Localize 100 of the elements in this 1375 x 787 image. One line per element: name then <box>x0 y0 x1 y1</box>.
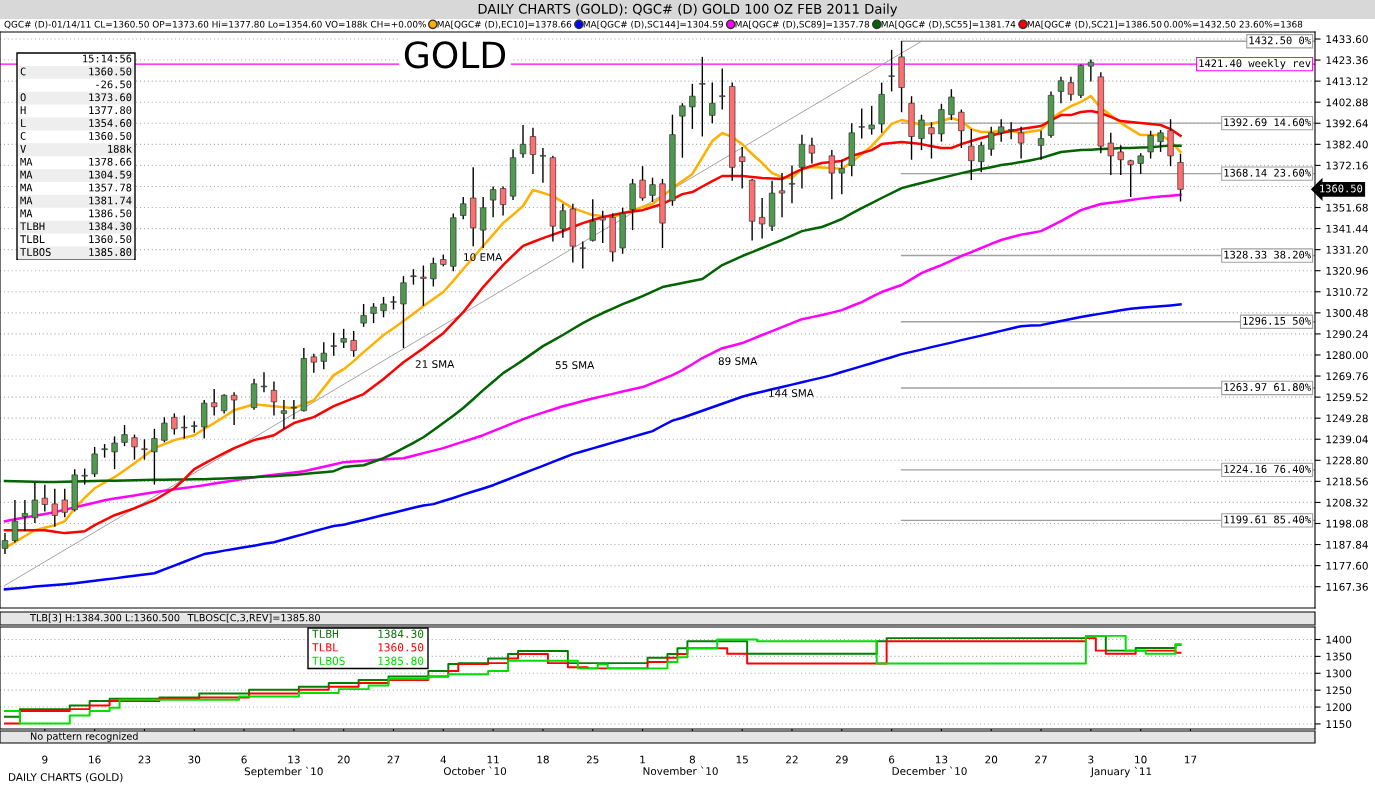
text: January `11 <box>1090 766 1152 778</box>
x-tick-label: 23 <box>138 755 151 764</box>
annotation: 89 SMA <box>718 357 758 366</box>
y-tick-label: 1259.52 <box>1326 393 1368 402</box>
x-tick-label: 27 <box>1035 755 1047 764</box>
x-tick-label: 27 <box>387 755 400 764</box>
y-tick-label: 1198.08 <box>1326 519 1368 528</box>
x-tick-label: 30 <box>188 755 201 764</box>
ref-line-label: 1224.16 76.40% <box>1224 465 1311 473</box>
y-tick-label: 1228.80 <box>1326 456 1368 465</box>
x-tick-label: 1 <box>640 755 645 764</box>
ref-line-label: 1296.15 50% <box>1243 316 1311 325</box>
x-tick-label: 13 <box>288 755 300 764</box>
x-tick-label: 10 <box>1135 755 1147 764</box>
text: TLBOS 1385.80 <box>20 248 132 256</box>
annotation: GOLD <box>404 41 506 69</box>
x-tick-label: 6 <box>889 755 895 764</box>
text: No pattern recognized <box>30 732 138 742</box>
ref-line-label: 1199.61 85.40% <box>1224 515 1311 524</box>
text: C 1360.50 <box>20 132 132 140</box>
annotation: 1385.80 <box>378 656 424 665</box>
chart-title: TLB[3] H:1384.300 L:1360.500 <box>29 613 180 623</box>
x-tick-label: 25 <box>586 755 599 764</box>
annotation: 21 SMA <box>415 360 455 369</box>
legend-label: MA[QGC# (D),SC21]=1386.50 <box>1027 20 1162 29</box>
x-tick-label: 16 <box>89 755 101 764</box>
x-tick-label: 20 <box>337 755 350 764</box>
text: MA 1381.74 <box>20 196 132 205</box>
y-tick-label: 1200 <box>1326 703 1352 712</box>
y-tick-label: 1208.32 <box>1326 498 1368 507</box>
x-tick-label: 8 <box>689 755 695 764</box>
ref-line-label: 1328.33 38.20% <box>1224 250 1311 259</box>
text: C <box>20 67 26 76</box>
y-tick-label: 1300.48 <box>1326 309 1368 317</box>
annotation: 1360.50 <box>378 643 424 652</box>
text: December `10 <box>892 766 967 776</box>
text: TLBL <box>312 643 339 652</box>
y-tick-label: 1310.72 <box>1326 288 1368 296</box>
text: MA 1386.50 <box>20 209 132 218</box>
legend-label: MA[QGC# (D),SC89]=1357.78 <box>735 20 870 29</box>
y-tick-label: 1402.88 <box>1326 98 1368 107</box>
text: MA 1378.66 <box>20 157 132 166</box>
legend-label: MA[QGC# (D),SC55]=1381.74 <box>881 20 1016 29</box>
annotation: 1384.30 <box>378 629 424 638</box>
text: MA 1357.78 <box>20 183 132 192</box>
x-tick-label: 6 <box>241 755 247 764</box>
text: September `10 <box>244 766 323 778</box>
text: 1360.50 <box>1320 184 1363 193</box>
text: TLBH <box>312 629 339 638</box>
chart-title: DAILY CHARTS (GOLD): QGC# (D) GOLD 100 OZ FEB 2011 Daily <box>478 3 898 17</box>
annotation: 144 SMA <box>769 389 814 398</box>
x-tick-label: 3 <box>1088 755 1094 764</box>
text: TLBH 1384.30 <box>20 222 132 231</box>
y-tick-label: 1300 <box>1326 669 1352 678</box>
text: MA 1304.59 <box>20 170 132 179</box>
text: TLBOS <box>312 656 345 665</box>
y-tick-label: 1167.36 <box>1326 582 1368 591</box>
annotation: 55 SMA <box>555 361 595 370</box>
ref-line-label: 1263.97 61.80% <box>1224 383 1311 391</box>
annotation: -26.50 <box>96 80 132 89</box>
x-tick-label: 22 <box>786 755 798 764</box>
x-tick-label: 13 <box>935 755 948 764</box>
text: 0.00%=1432.50 23.60%=1368 <box>1164 20 1303 28</box>
y-tick-label: 1290.24 <box>1326 330 1368 339</box>
y-tick-label: 1239.04 <box>1326 435 1368 444</box>
text: V 188k <box>20 144 132 153</box>
y-tick-label: 1372.16 <box>1326 161 1368 170</box>
x-tick-label: 11 <box>487 755 499 764</box>
text: TLBL 1360.50 <box>20 235 132 244</box>
ref-line-label: 1392.69 14.60% <box>1224 118 1311 127</box>
y-tick-label: 1350 <box>1326 652 1352 661</box>
chart-subtitle: QGC# (D)-01/14/11 CL=1360.50 OP=1373.60 Hi=1377.80 Lo=1354.60 VO=188k CH=+0.00% <box>4 20 426 29</box>
legend-label: MA[QGC# (D),SC144]=1304.59 <box>583 20 723 29</box>
text: November `10 <box>643 766 718 776</box>
x-tick-label: 17 <box>1184 755 1197 764</box>
annotation: 15:14:56 <box>83 54 132 63</box>
y-tick-label: 1249.28 <box>1326 414 1368 423</box>
y-tick-label: 1341.44 <box>1326 224 1368 233</box>
legend-label: MA[QGC# (D),EC10]=1378.66 <box>437 20 572 29</box>
y-tick-label: 1250 <box>1326 686 1352 695</box>
y-tick-label: 1320.96 <box>1326 266 1368 275</box>
x-tick-label: 18 <box>537 755 549 764</box>
text: H 1377.80 <box>20 106 132 115</box>
chart-subtitle: TLBOSC[C,3,REV]=1385.80 <box>187 613 320 623</box>
y-tick-label: 1382.40 <box>1326 140 1368 149</box>
y-tick-label: 1331.20 <box>1326 245 1368 254</box>
y-tick-label: 1187.84 <box>1326 540 1368 549</box>
x-tick-label: 29 <box>835 755 848 764</box>
y-tick-label: 1392.64 <box>1326 119 1368 128</box>
x-tick-label: 20 <box>985 755 998 764</box>
text: O 1373.60 <box>20 93 132 102</box>
y-tick-label: 1400 <box>1326 635 1352 644</box>
text: L 1354.60 <box>21 119 132 127</box>
annotation: 1360.50 <box>89 67 132 76</box>
y-tick-label: 1423.36 <box>1326 56 1368 65</box>
x-tick-label: 9 <box>42 755 48 764</box>
y-tick-label: 1269.76 <box>1326 372 1368 381</box>
ref-line-label: 1421.40 weekly rev <box>1199 59 1311 70</box>
y-tick-label: 1280.00 <box>1326 351 1368 360</box>
y-tick-label: 1218.56 <box>1326 477 1368 486</box>
